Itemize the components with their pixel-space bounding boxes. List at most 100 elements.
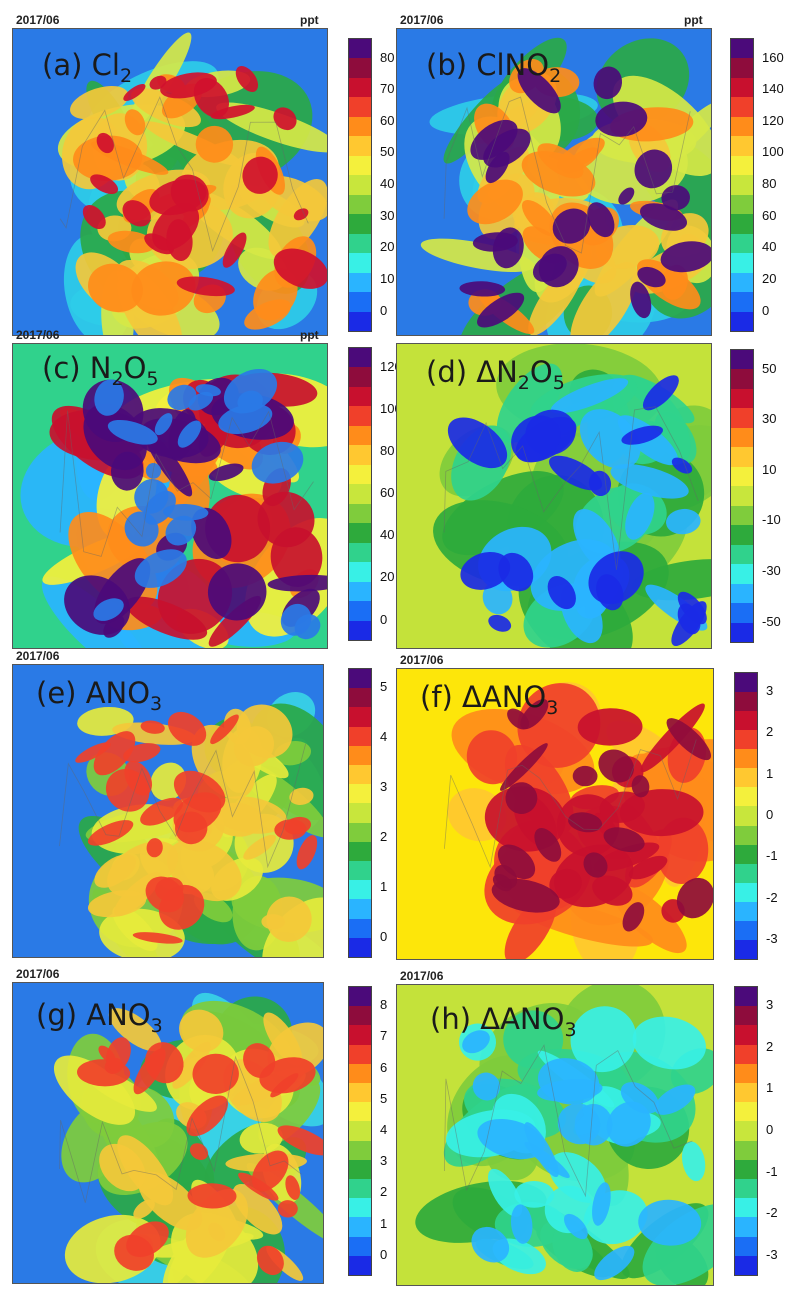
colorbar-tick-label: 60 — [380, 485, 395, 500]
panel-label-main: (b) ClNO — [426, 48, 550, 82]
field-contour — [132, 932, 183, 944]
colorbar-swatch — [349, 937, 371, 958]
field-contour — [618, 187, 635, 205]
date-label: 2017/06 — [400, 969, 444, 983]
field-contour — [125, 596, 208, 640]
colorbar-swatch — [349, 1159, 371, 1180]
field-contour — [129, 408, 209, 459]
field-contour — [277, 1125, 323, 1156]
colorbar-tick-label: 80 — [380, 442, 395, 458]
colorbar — [348, 668, 372, 958]
panel-label: (h) ΔANO3 — [430, 1002, 577, 1041]
colorbar-swatch — [731, 369, 753, 390]
panel-e: 2017/06 (e) ANO3 5 4 3 2 1 0 — [0, 648, 394, 970]
colorbar-swatch — [349, 669, 371, 689]
colorbar-tick-label: 3 — [380, 1153, 388, 1169]
panel-c: 2017/06 ppt (c) N2O5 120 100 80 60 40 20 0 — [0, 327, 402, 649]
field-contour — [549, 455, 603, 491]
field-contour — [243, 834, 276, 860]
field-contour — [593, 66, 623, 100]
field-contour — [210, 714, 239, 745]
panel-f: 2017/06 (f) ΔANO3 3 2 1 0 -1 -2 -3 — [394, 648, 788, 970]
field-contour — [218, 403, 273, 435]
panel-label-subscript: 2 — [549, 64, 562, 87]
colorbar-swatch — [735, 711, 757, 731]
panel-b: 2017/06 ppt (b) ClNO2 160 140 120 100 80 60 40 20 0 — [394, 8, 788, 336]
province-boundary — [59, 410, 314, 557]
field-contour — [167, 384, 197, 410]
field-contour — [632, 1016, 706, 1070]
colorbar-swatch — [735, 1063, 757, 1084]
colorbar-swatch — [349, 155, 371, 176]
colorbar-tick-label: 100 — [762, 144, 784, 160]
colorbar-swatch — [731, 622, 753, 643]
field-contour — [293, 208, 309, 221]
heatmap-field — [396, 984, 714, 1286]
colorbar-tick-label: 3 — [766, 997, 774, 1013]
field-contour — [517, 68, 561, 114]
colorbar-swatch — [349, 861, 371, 881]
panel-a: 2017/06 ppt (a) Cl2 80 70 60 50 40 30 20 10 0 — [0, 8, 395, 336]
colorbar-tick-label: 1 — [766, 765, 774, 781]
colorbar-swatch — [349, 620, 371, 641]
colorbar-swatch — [349, 841, 371, 862]
colorbar-tick-label: 80 — [380, 49, 395, 65]
colorbar-tick-label: 70 — [380, 81, 395, 97]
heatmap-field — [396, 28, 712, 336]
heatmap-field — [396, 668, 714, 960]
field-contour — [173, 770, 226, 813]
heatmap-field — [12, 982, 324, 1284]
field-contour — [266, 896, 312, 942]
field-contour — [273, 107, 297, 131]
colorbar-tick-label: 6 — [380, 1059, 388, 1075]
field-contour — [289, 787, 314, 806]
field-contour — [488, 614, 512, 632]
field-contour — [557, 1103, 601, 1145]
colorbar-tick-label: 40 — [762, 239, 777, 255]
field-contour — [524, 1122, 559, 1178]
field-contour — [140, 720, 165, 734]
colorbar-swatch — [731, 214, 753, 235]
panel-label-main: (h) ΔANO — [430, 1002, 565, 1036]
field-contour — [537, 1058, 600, 1105]
field-contour — [285, 1175, 301, 1200]
colorbar-swatch — [349, 1025, 371, 1046]
colorbar-swatch — [731, 408, 753, 429]
colorbar-tick-label: 20 — [762, 270, 777, 286]
field-contour — [634, 149, 673, 189]
colorbar-swatch — [349, 194, 371, 215]
colorbar-tick-label: -3 — [766, 930, 778, 946]
colorbar-swatch — [349, 523, 371, 544]
field-contour — [106, 1037, 131, 1072]
colorbar-swatch — [349, 425, 371, 446]
colorbar-tick-label: 50 — [380, 144, 395, 160]
field-contour — [467, 179, 523, 225]
colorbar-swatch — [735, 673, 757, 693]
field-contour — [498, 552, 534, 592]
field-contour — [610, 464, 689, 499]
colorbar-swatch — [349, 292, 371, 313]
panel-label-subscript: 2 — [119, 64, 133, 87]
field-contour — [145, 876, 185, 913]
field-contour — [514, 1180, 555, 1208]
colorbar-tick-label: 30 — [762, 411, 777, 427]
unit-label: ppt — [684, 13, 703, 27]
colorbar-swatch — [731, 505, 753, 526]
colorbar-swatch — [731, 427, 753, 448]
colorbar-tick-label: -1 — [766, 848, 778, 864]
province-boundary — [443, 96, 691, 254]
colorbar-swatch — [735, 1044, 757, 1065]
colorbar-tick-label: -3 — [766, 1246, 778, 1262]
field-contour — [251, 441, 304, 484]
field-contour — [73, 135, 143, 181]
colorbar-swatch — [349, 899, 371, 920]
field-contour — [274, 819, 307, 840]
field-contour — [232, 1183, 283, 1235]
unit-label: ppt — [300, 13, 319, 27]
colorbar-swatch — [735, 920, 757, 941]
panel-label: (a) Cl2 — [42, 48, 132, 87]
province-boundary — [444, 739, 697, 869]
colorbar-swatch — [731, 564, 753, 585]
field-contour — [99, 1143, 146, 1192]
field-contour — [53, 1055, 136, 1125]
